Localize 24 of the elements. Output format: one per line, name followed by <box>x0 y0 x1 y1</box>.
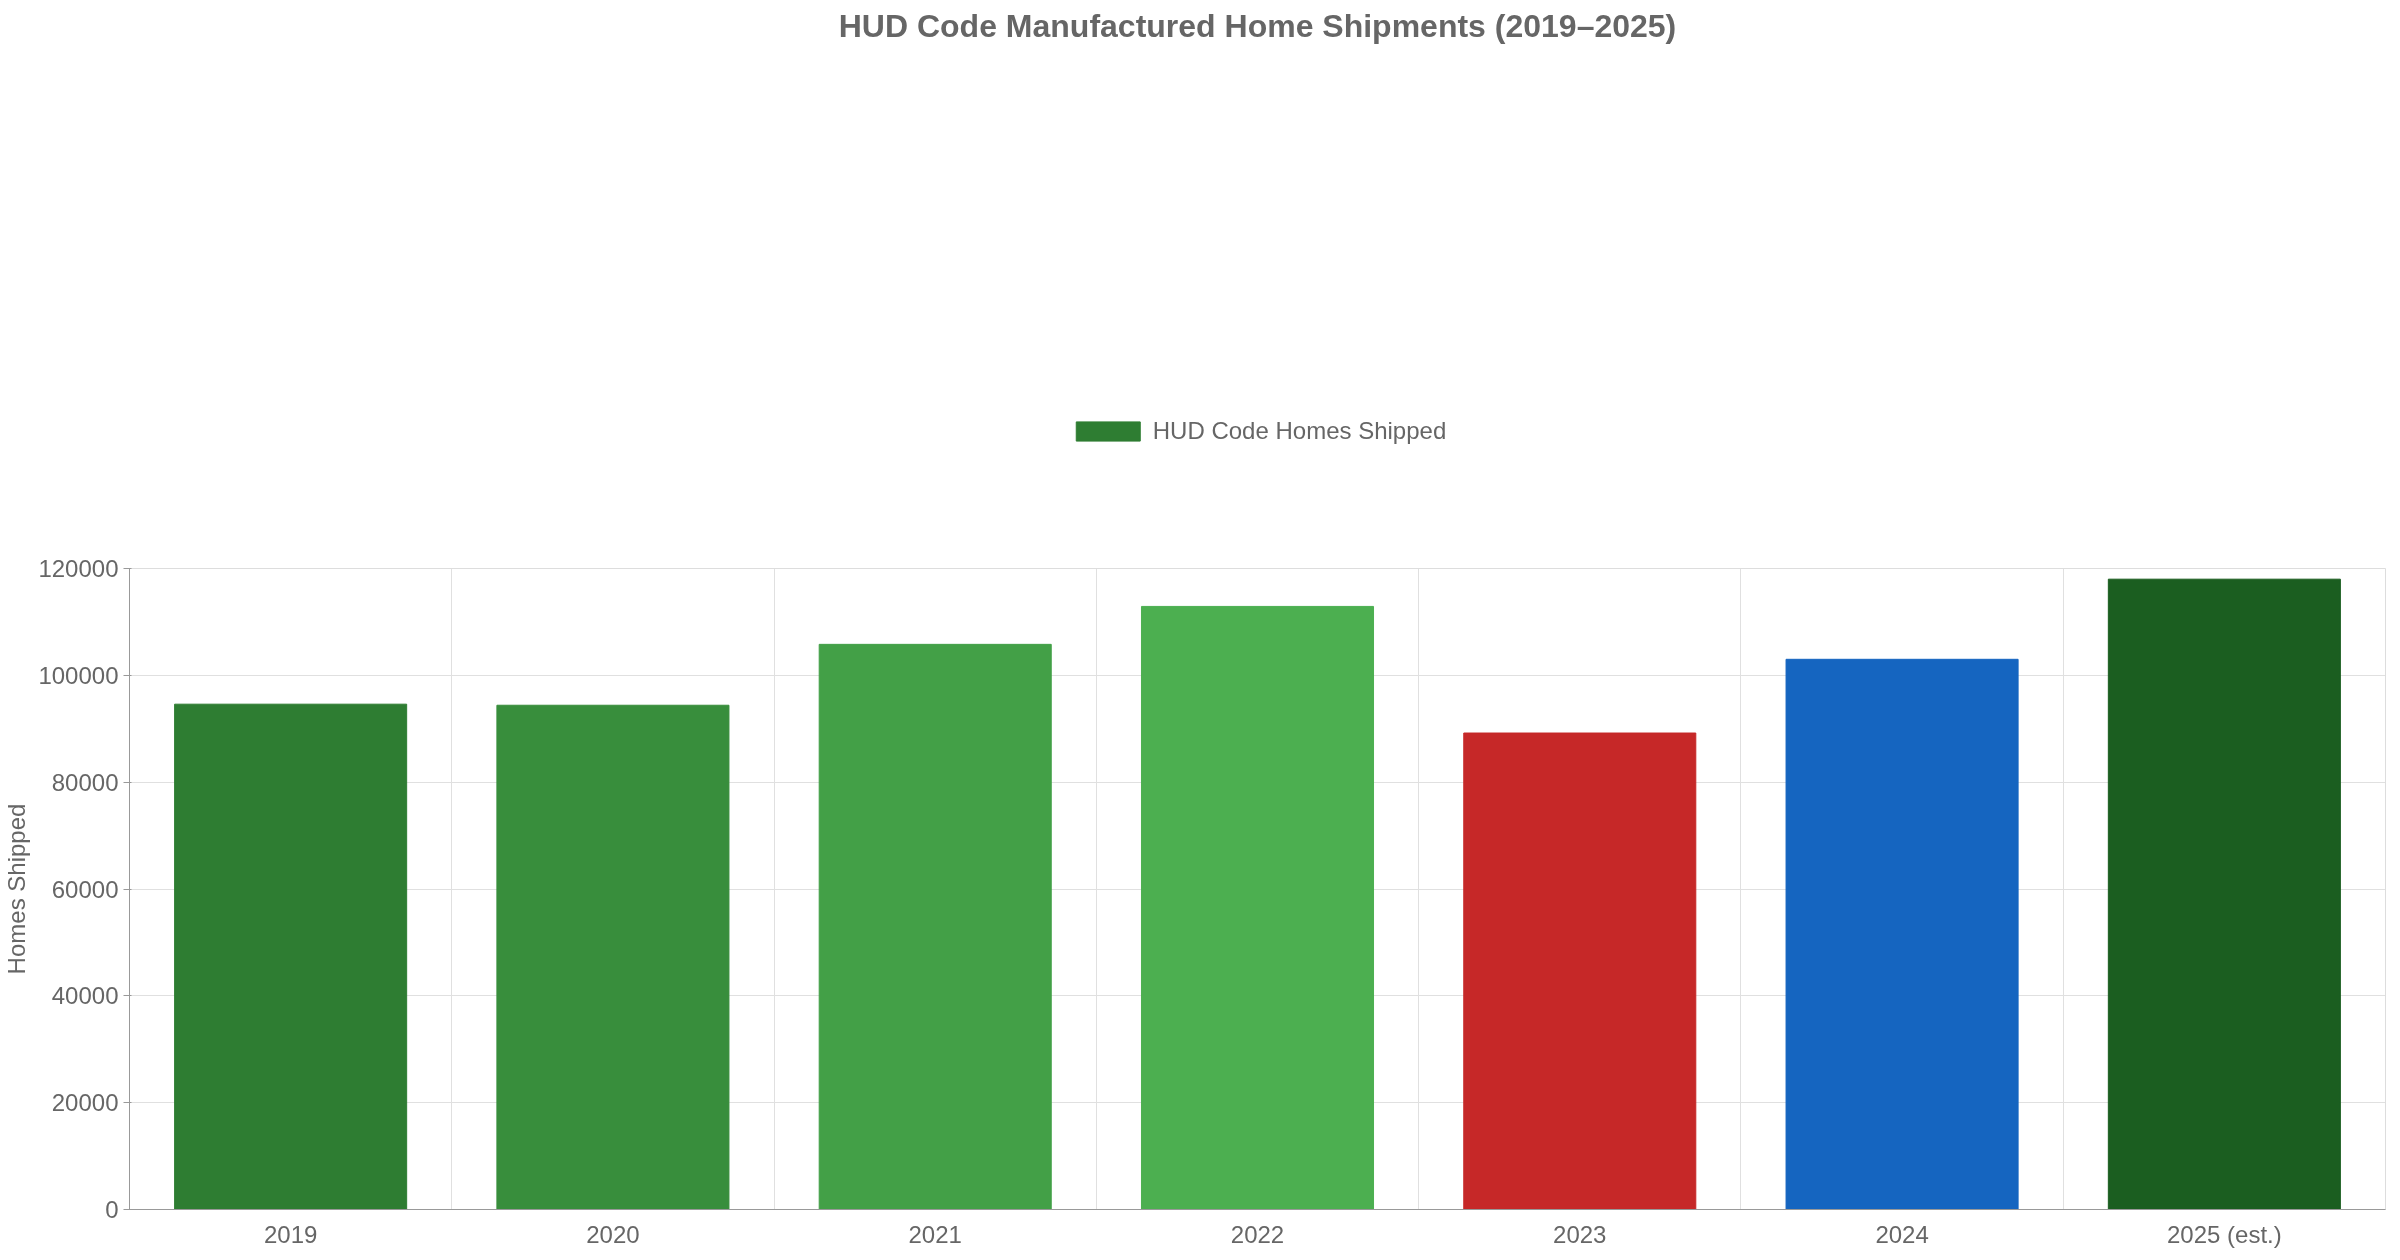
bar <box>2107 578 2341 1210</box>
x-tick-label: 2025 (est.) <box>2166 1220 2282 1248</box>
x-tick-label: 2024 <box>1875 1220 1929 1248</box>
x-tick-label: 2023 <box>1553 1220 1607 1248</box>
y-tick-label: 100000 <box>38 661 119 689</box>
x-tick-label: 2021 <box>908 1220 962 1248</box>
bar <box>496 704 730 1210</box>
y-tick-label: 120000 <box>38 555 119 582</box>
x-tick-label: 2019 <box>263 1220 318 1248</box>
bar <box>174 703 408 1210</box>
y-tick-label: 40000 <box>51 982 119 1010</box>
y-tick-label: 60000 <box>51 875 119 903</box>
bar <box>818 643 1052 1210</box>
x-tick-label: 2020 <box>586 1220 640 1248</box>
y-tick-label: 0 <box>105 1196 119 1223</box>
y-tick-label: 80000 <box>51 768 119 796</box>
bar <box>1463 732 1697 1210</box>
bar <box>1140 605 1375 1210</box>
x-tick-label: 2022 <box>1230 1220 1285 1248</box>
legend-label: HUD Code Homes Shipped <box>1152 417 1447 445</box>
y-axis-title: Homes Shipped <box>3 803 31 975</box>
y-tick-label: 20000 <box>51 1089 119 1117</box>
chart-title: HUD Code Manufactured Home Shipments (2019–2025) <box>838 7 1677 44</box>
bar <box>1785 658 2019 1210</box>
